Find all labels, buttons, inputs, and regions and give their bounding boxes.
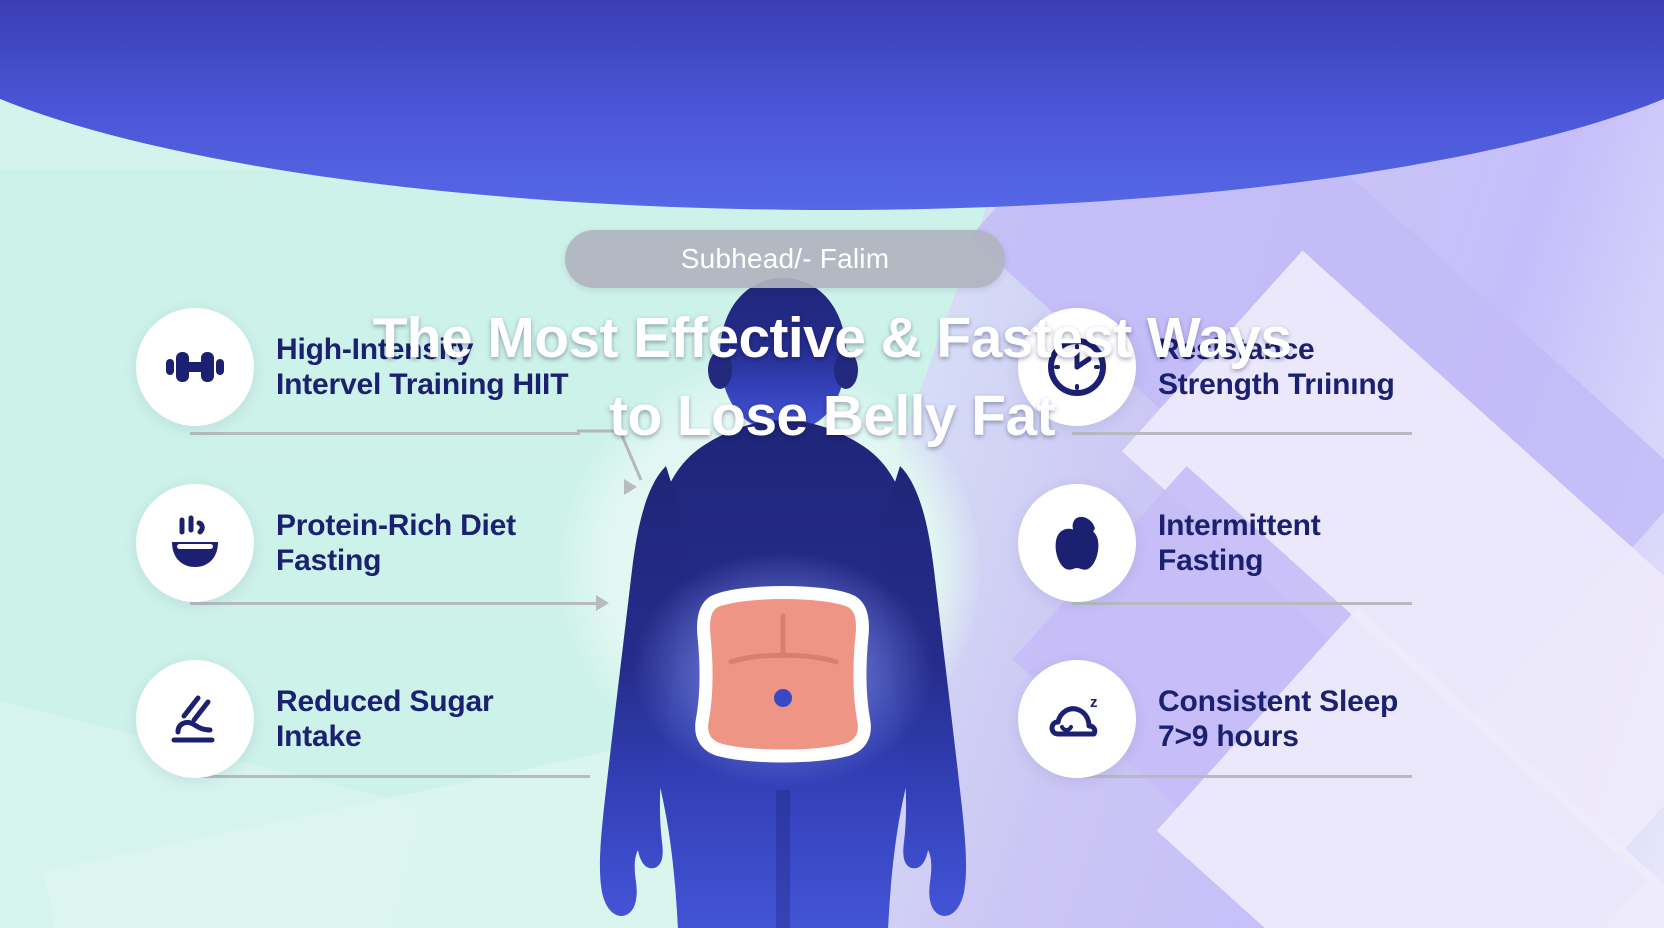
human-body-silhouette	[599, 278, 967, 928]
feature-item-intermittent-fasting[interactable]: Intermittent Fasting	[1018, 482, 1578, 604]
left-feature-column: High-Intensity Intervel Training HIIT Pr…	[136, 306, 696, 834]
feature-item-resistance-training[interactable]: Resistance Strength Trıinıng	[1018, 306, 1578, 428]
subhead-pill[interactable]: Subhead/- Falim	[565, 230, 1005, 288]
feature-item-hiit[interactable]: High-Intensity Intervel Training HIIT	[136, 306, 696, 428]
feature-item-protein-diet[interactable]: Protein-Rich Diet Fasting	[136, 482, 696, 604]
connector-arrow-2	[596, 595, 609, 611]
feature-item-reduced-sugar[interactable]: Reduced Sugar Intake	[136, 658, 696, 780]
connector-line-left-2	[190, 602, 605, 605]
connector-line-right-2	[1072, 602, 1412, 605]
sleep-icon: z	[1018, 660, 1136, 778]
feature-label: High-Intensity Intervel Training HIIT	[276, 332, 569, 401]
svg-text:z: z	[1090, 694, 1098, 711]
navel-dot	[774, 689, 792, 707]
feature-label: Reduced Sugar Intake	[276, 684, 494, 753]
feature-label: Consistent Sleep 7>9 hours	[1158, 684, 1399, 753]
belly-fat-highlight	[695, 586, 871, 763]
page-title: The Most Effective & Fastest Ways to Los…	[372, 306, 1292, 448]
apple-icon	[1018, 484, 1136, 602]
clock-icon	[1018, 308, 1136, 426]
connector-arrow-1	[624, 479, 637, 495]
connector-line-left-3	[190, 775, 590, 778]
connector-line-right-3	[1072, 775, 1412, 778]
bowl-icon	[136, 484, 254, 602]
right-feature-column: Resistance Strength Trıinıng Intermitten…	[1018, 306, 1578, 834]
feature-label: Resistance Strength Trıinıng	[1158, 332, 1395, 401]
feature-item-consistent-sleep[interactable]: z Consistent Sleep 7>9 hours	[1018, 658, 1578, 780]
connector-line-right-1	[1072, 432, 1412, 435]
sugar-icon	[136, 660, 254, 778]
dumbbell-icon	[136, 308, 254, 426]
connector-elbow-left-1	[577, 429, 643, 481]
connector-line-left-1	[190, 432, 580, 435]
feature-label: Intermittent Fasting	[1158, 508, 1321, 577]
feature-label: Protein-Rich Diet Fasting	[276, 508, 516, 577]
